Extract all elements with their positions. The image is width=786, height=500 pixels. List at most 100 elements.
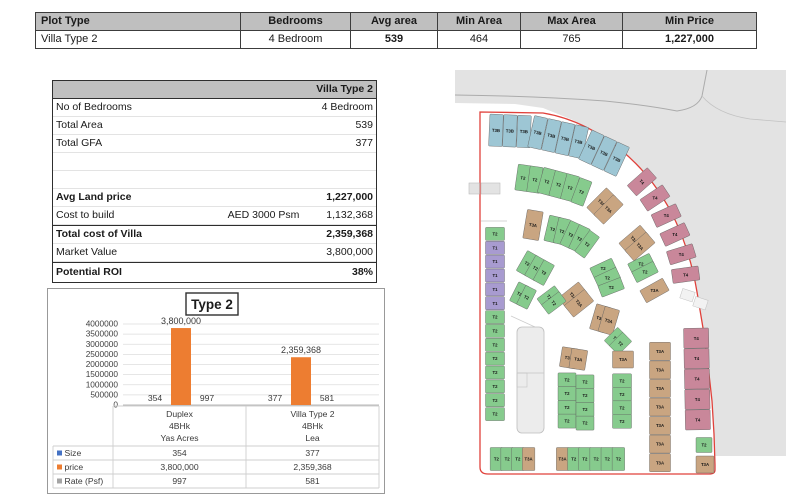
svg-text:1500000: 1500000 <box>86 369 119 379</box>
svg-text:T3A: T3A <box>597 198 606 207</box>
svg-text:T4: T4 <box>695 397 701 402</box>
structure <box>679 288 696 303</box>
table-row-blank <box>53 171 376 189</box>
svg-text:T2: T2 <box>564 419 570 424</box>
svg-text:T1: T1 <box>492 301 498 306</box>
svg-text:581: 581 <box>320 393 335 403</box>
summary-table: Plot Type Bedrooms Avg area Min Area Max… <box>35 12 757 49</box>
svg-text:T3A: T3A <box>574 299 583 308</box>
svg-text:T2: T2 <box>540 269 547 276</box>
table-row: Total GFA 377 <box>53 135 376 153</box>
svg-text:T3A: T3A <box>568 291 577 300</box>
svg-text:T3A: T3A <box>564 355 573 361</box>
svg-text:T2: T2 <box>492 412 498 417</box>
svg-text:T3A: T3A <box>619 357 627 362</box>
summary-data-row: Villa Type 2 4 Bedroom 539 464 765 1,227… <box>36 31 756 48</box>
svg-text:T3A: T3A <box>559 457 567 462</box>
svg-text:T3A: T3A <box>656 386 664 391</box>
svg-text:T2: T2 <box>494 457 500 462</box>
svg-text:T2: T2 <box>619 419 625 424</box>
svg-text:T2: T2 <box>567 231 574 238</box>
svg-text:T3A: T3A <box>635 242 644 251</box>
svg-text:T4: T4 <box>694 377 700 382</box>
road-stub <box>468 182 480 195</box>
summary-header-row: Plot Type Bedrooms Avg area Min Area Max… <box>36 13 756 31</box>
table-row: Total cost of Villa 2,359,368 <box>53 225 376 244</box>
svg-text:377: 377 <box>268 393 283 403</box>
svg-text:T3A: T3A <box>656 349 664 354</box>
svg-text:T2: T2 <box>578 189 585 196</box>
svg-text:2000000: 2000000 <box>86 359 119 369</box>
svg-text:T2: T2 <box>532 177 538 183</box>
svg-text:4BHk: 4BHk <box>169 421 191 431</box>
svg-text:T3B: T3B <box>506 128 514 133</box>
svg-text:T2: T2 <box>619 392 625 397</box>
svg-text:T2: T2 <box>492 232 498 237</box>
cell-max-area: 765 <box>521 31 623 48</box>
svg-text:T2: T2 <box>582 457 588 462</box>
svg-text:0: 0 <box>113 400 118 410</box>
svg-text:T1: T1 <box>492 273 498 278</box>
cell-min-area: 464 <box>438 31 521 48</box>
svg-text:3500000: 3500000 <box>86 329 119 339</box>
svg-text:T2: T2 <box>616 457 622 462</box>
svg-text:T3A: T3A <box>650 288 658 293</box>
svg-text:T2: T2 <box>492 329 498 334</box>
svg-text:T2: T2 <box>582 380 588 385</box>
svg-text:997: 997 <box>172 476 187 486</box>
svg-text:T3B: T3B <box>520 129 528 134</box>
svg-text:500000: 500000 <box>90 389 118 399</box>
svg-text:T3B: T3B <box>587 143 596 151</box>
cell-avg-area: 539 <box>351 31 438 48</box>
svg-text:T3A: T3A <box>604 317 613 324</box>
road-edge-line <box>510 315 536 328</box>
svg-text:T3A: T3A <box>656 405 664 410</box>
svg-text:T3A: T3A <box>604 205 613 214</box>
svg-text:581: 581 <box>305 476 320 486</box>
svg-text:T2: T2 <box>638 262 644 267</box>
svg-text:T2: T2 <box>594 457 600 462</box>
svg-text:Duplex: Duplex <box>166 409 193 419</box>
svg-text:T3A: T3A <box>656 368 664 373</box>
svg-text:T4: T4 <box>679 252 685 257</box>
svg-text:T3A: T3A <box>525 457 533 462</box>
svg-text:T2: T2 <box>524 260 531 267</box>
svg-text:T2: T2 <box>701 443 707 448</box>
svg-text:377: 377 <box>305 448 320 458</box>
svg-text:T3A: T3A <box>574 356 583 362</box>
site-map-svg: T3B T3B T3B T3B T3B T3B T3BT3BT3BT3BT4T4T4T4T4… <box>454 69 786 475</box>
svg-text:T1: T1 <box>492 287 498 292</box>
svg-text:3,800,000: 3,800,000 <box>161 316 201 326</box>
table-row: Potential ROI 38% <box>53 262 376 282</box>
svg-text:354: 354 <box>172 448 187 458</box>
building-footprint <box>516 326 545 434</box>
header-cell-min-area: Min Area <box>438 13 521 31</box>
svg-text:T2: T2 <box>582 393 588 398</box>
svg-text:T3A: T3A <box>656 442 664 447</box>
site-map: T3B T3B T3B T3B T3B T3B T3B T3B T3B T3B T4 T4 T4 T4 T4… <box>454 69 786 500</box>
svg-text:T2: T2 <box>520 175 526 181</box>
svg-text:T2: T2 <box>555 182 562 188</box>
svg-text:T2: T2 <box>609 285 615 290</box>
svg-text:3000000: 3000000 <box>86 339 119 349</box>
svg-text:T3A: T3A <box>656 423 664 428</box>
svg-text:T2: T2 <box>564 405 570 410</box>
structure <box>692 296 709 311</box>
svg-text:T2: T2 <box>605 457 611 462</box>
svg-text:T2: T2 <box>619 378 625 383</box>
svg-text:T2: T2 <box>619 405 625 410</box>
header-cell-plot-type: Plot Type <box>36 13 241 31</box>
svg-text:T3A: T3A <box>701 462 709 467</box>
svg-text:T2: T2 <box>605 275 611 280</box>
svg-text:354: 354 <box>148 393 163 403</box>
svg-text:T3A: T3A <box>629 235 638 244</box>
svg-text:T3B: T3B <box>612 155 621 163</box>
table-row: No of Bedrooms 4 Bedroom <box>53 99 376 117</box>
svg-text:T2: T2 <box>492 370 498 375</box>
svg-text:T2: T2 <box>642 270 648 275</box>
svg-text:T2: T2 <box>571 457 577 462</box>
building-notch <box>516 372 528 388</box>
svg-text:T3B: T3B <box>599 149 608 157</box>
svg-text:T2: T2 <box>582 421 588 426</box>
